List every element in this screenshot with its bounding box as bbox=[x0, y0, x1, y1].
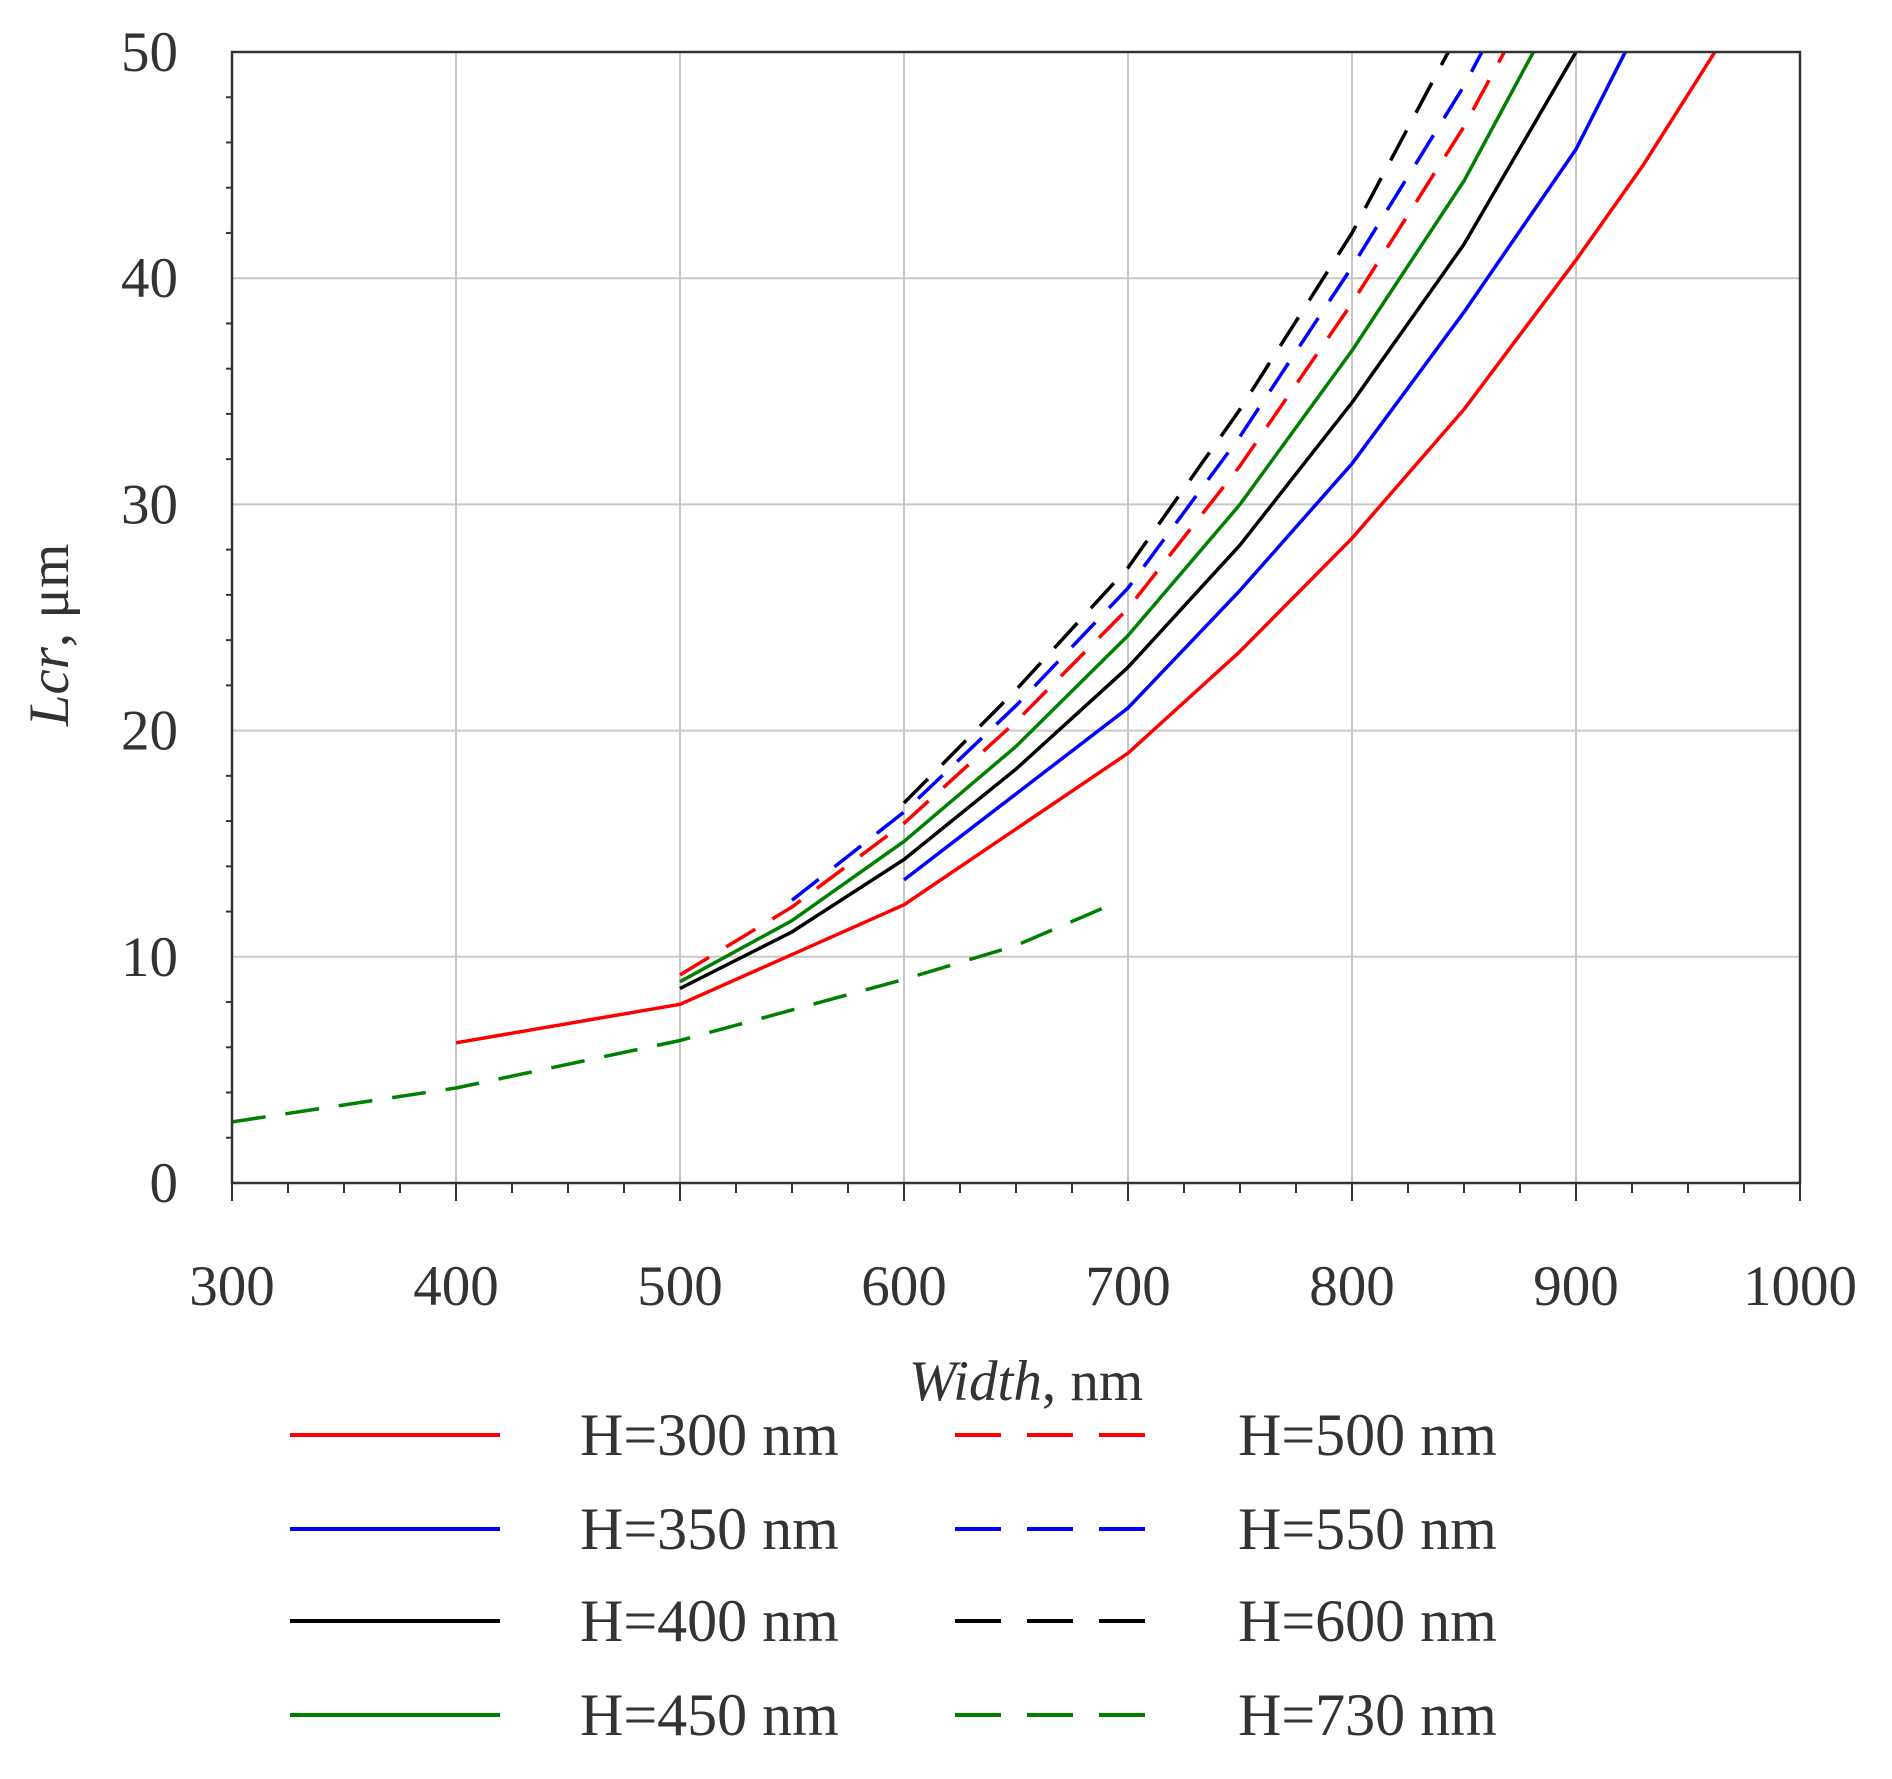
y-tick-label: 50 bbox=[121, 21, 178, 84]
series-line-h-350-nm bbox=[902, 52, 1627, 882]
series-line-h-450-nm bbox=[679, 52, 1535, 984]
y-tick-label: 10 bbox=[121, 926, 178, 989]
legend-label-h-300-nm: H=300 nm bbox=[580, 1402, 839, 1468]
series-line-h-500-nm bbox=[679, 52, 1506, 977]
y-tick-label: 20 bbox=[121, 700, 178, 763]
legend-label-h-500-nm: H=500 nm bbox=[1238, 1402, 1497, 1468]
x-axis-label: Width, nm bbox=[909, 1350, 1143, 1413]
x-tick-label: 600 bbox=[861, 1255, 947, 1318]
y-tick-label: 40 bbox=[121, 247, 178, 310]
tick-labels: 300 400 500 600 700 800 900 1000 0 10 20 30 40 50 bbox=[121, 21, 1857, 1318]
x-tick-label: 400 bbox=[413, 1255, 499, 1318]
y-tick-label: 0 bbox=[150, 1152, 179, 1215]
x-tick-label: 300 bbox=[189, 1255, 275, 1318]
x-tick-label: 900 bbox=[1533, 1255, 1619, 1318]
x-tick-label: 700 bbox=[1085, 1255, 1171, 1318]
y-tick-label: 30 bbox=[121, 473, 178, 536]
legend-label-h-450-nm: H=450 nm bbox=[580, 1682, 839, 1748]
x-axis-unit: , nm bbox=[1042, 1350, 1143, 1413]
series-layer bbox=[232, 52, 1717, 1124]
series-line-h-600-nm bbox=[902, 52, 1450, 805]
series-line-h-300-nm bbox=[455, 52, 1717, 1045]
x-tick-label: 500 bbox=[637, 1255, 723, 1318]
legend-label-h-400-nm: H=400 nm bbox=[580, 1588, 839, 1654]
legend-label-h-600-nm: H=600 nm bbox=[1238, 1588, 1497, 1654]
series-line-h-730-nm bbox=[232, 905, 1107, 1124]
legend: H=300 nm H=350 nm H=400 nm H=450 nm H=500 nm… bbox=[290, 1402, 1497, 1748]
y-axis-unit: , μm bbox=[18, 544, 81, 647]
y-axis-label: Lcr, μm bbox=[18, 544, 81, 728]
series-line-h-550-nm bbox=[790, 52, 1484, 902]
series-line-h-400-nm bbox=[679, 52, 1578, 991]
x-tick-label: 1000 bbox=[1743, 1255, 1857, 1318]
axis-ticks bbox=[226, 96, 1801, 1201]
legend-label-h-350-nm: H=350 nm bbox=[580, 1496, 839, 1562]
legend-label-h-730-nm: H=730 nm bbox=[1238, 1682, 1497, 1748]
x-axis-variable: Width bbox=[909, 1350, 1042, 1413]
y-axis-variable: Lcr bbox=[18, 646, 81, 727]
x-tick-label: 800 bbox=[1309, 1255, 1395, 1318]
legend-label-h-550-nm: H=550 nm bbox=[1238, 1496, 1497, 1562]
